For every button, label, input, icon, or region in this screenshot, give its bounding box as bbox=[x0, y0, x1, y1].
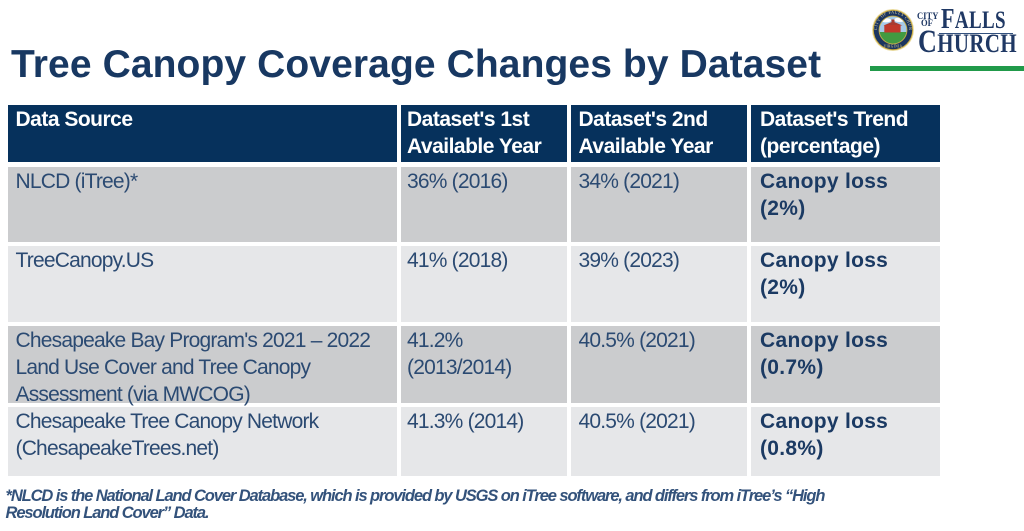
svg-text:VIRGINIA: VIRGINIA bbox=[884, 44, 903, 48]
